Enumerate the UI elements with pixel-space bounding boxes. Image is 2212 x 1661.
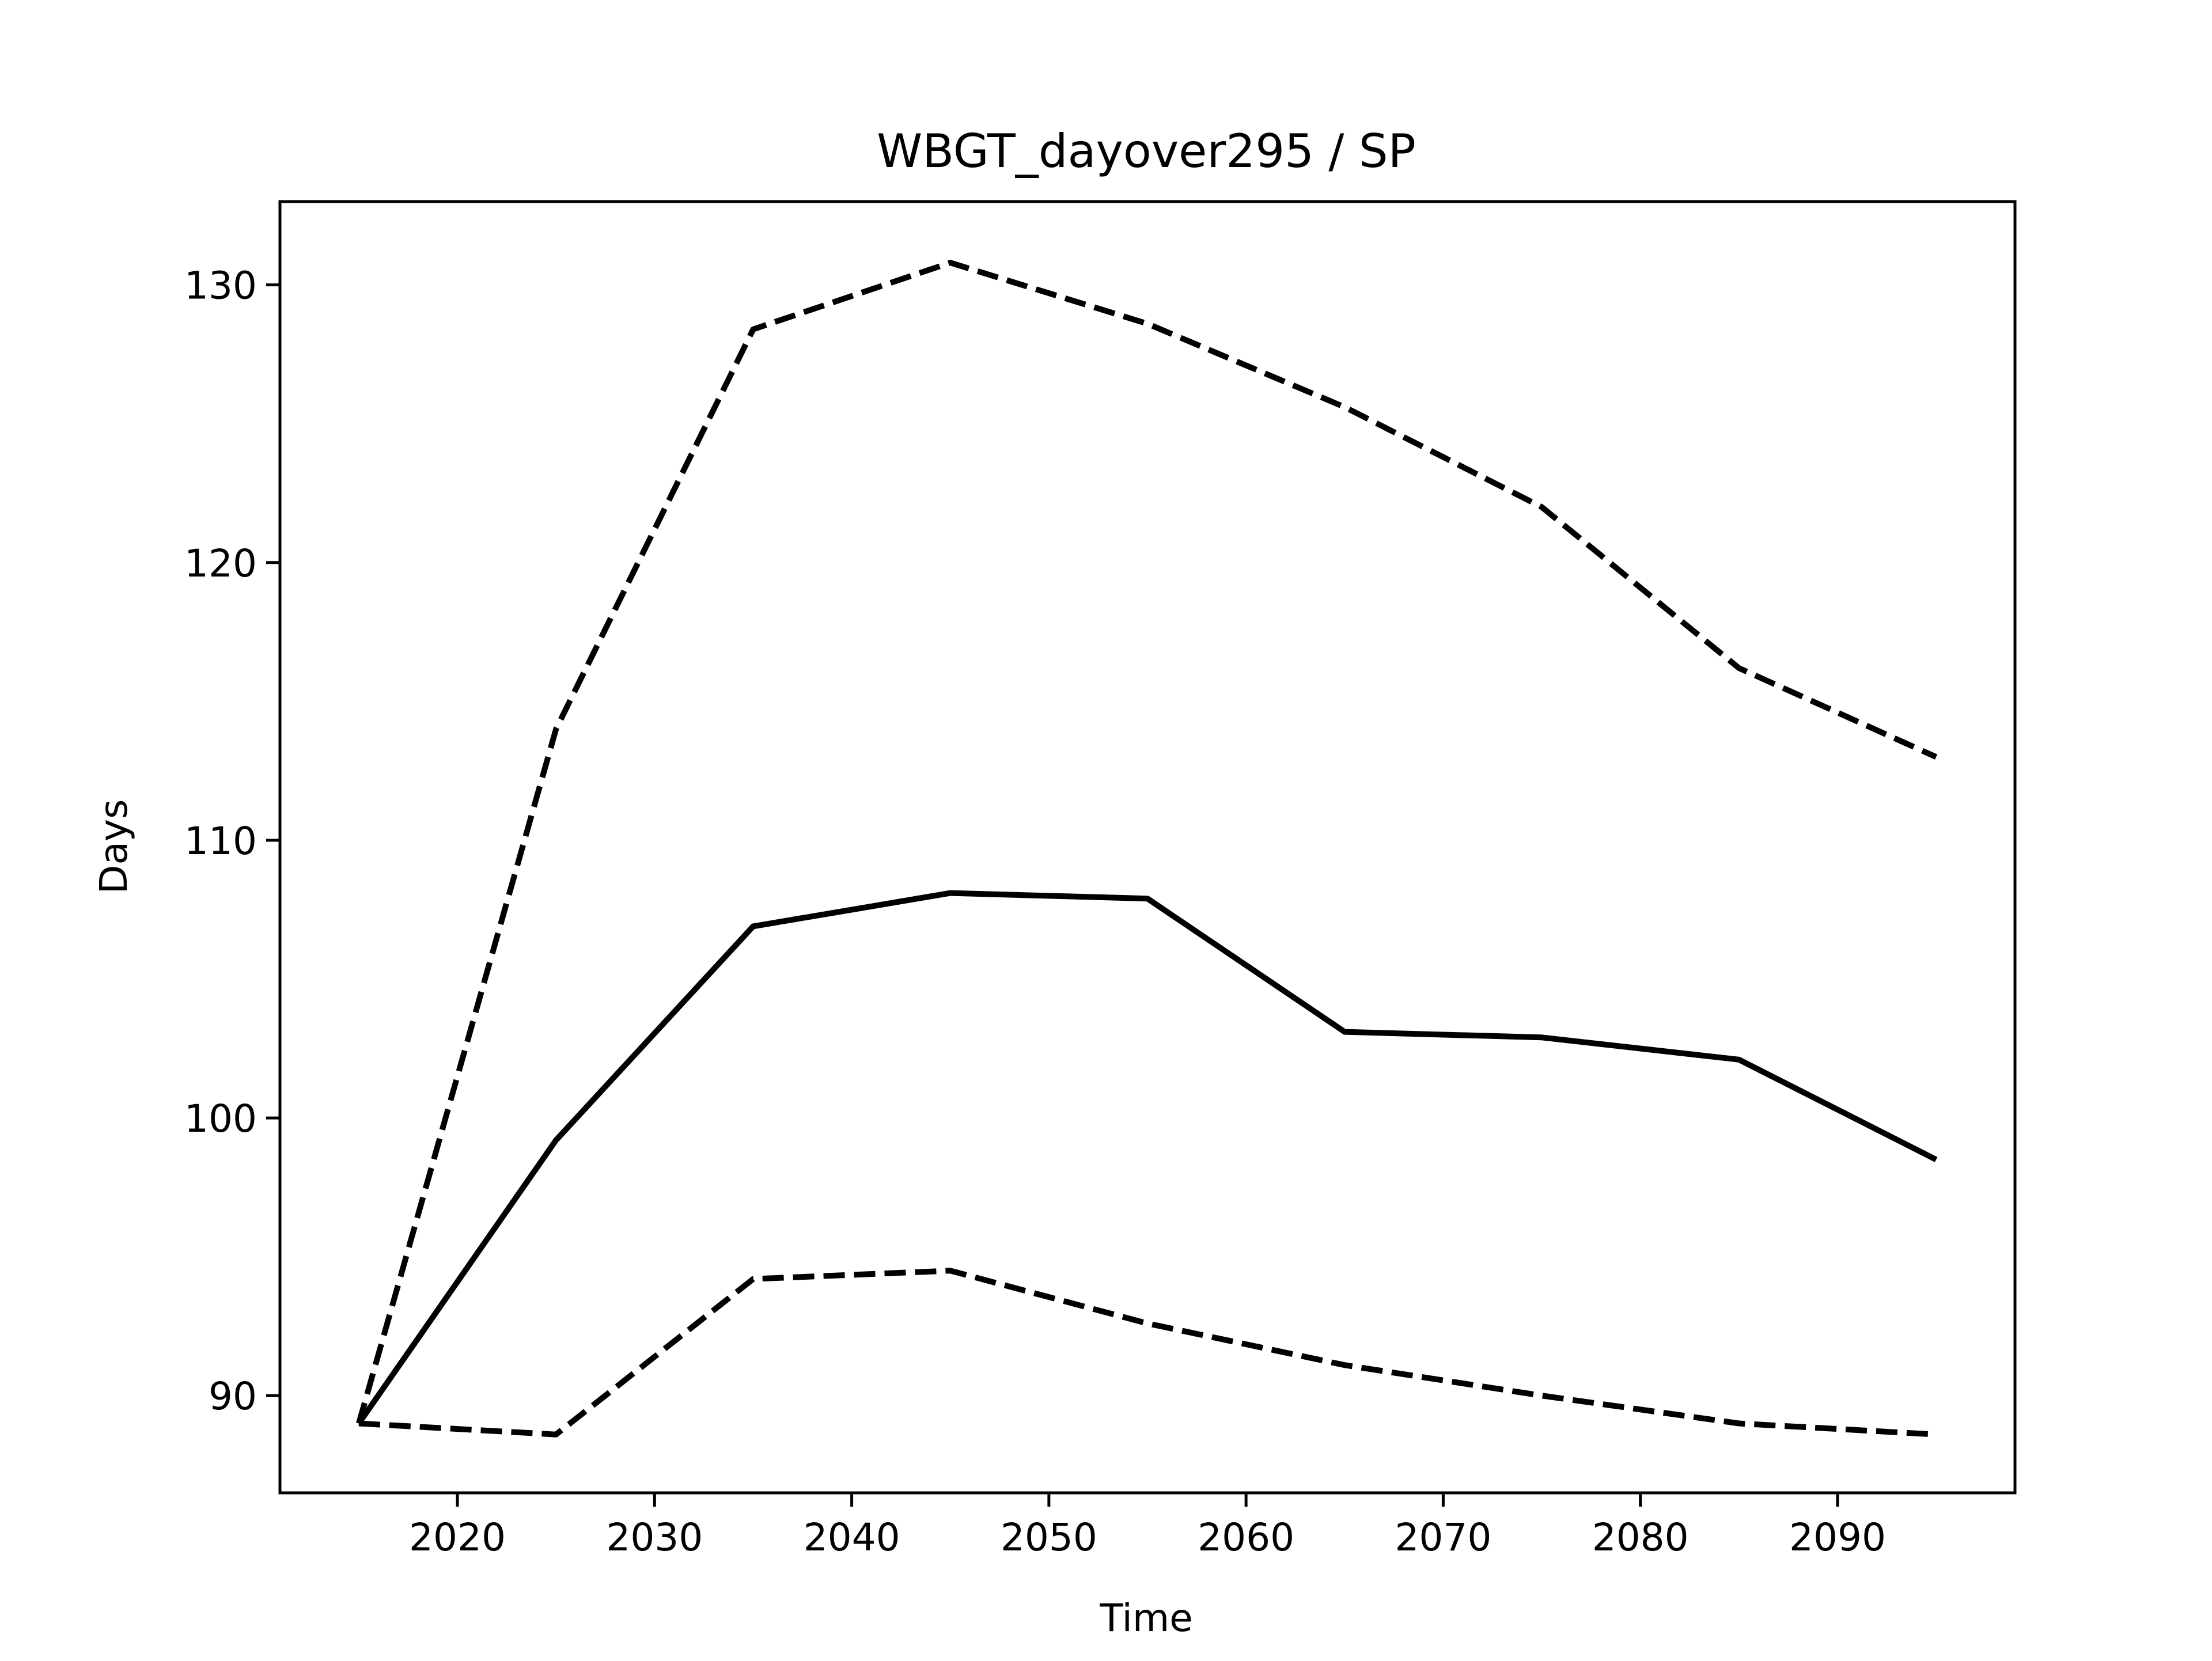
y-tick-label: 100 <box>184 1097 257 1141</box>
y-tick-label: 110 <box>184 819 257 863</box>
x-tick-label: 2070 <box>1395 1515 1491 1560</box>
y-tick-label: 120 <box>184 541 257 586</box>
y-tick-label: 90 <box>209 1374 257 1419</box>
x-tick-label: 2020 <box>409 1515 506 1560</box>
x-axis-label: Time <box>1099 1596 1193 1640</box>
y-tick-label: 130 <box>184 264 257 308</box>
x-tick-label: 2030 <box>606 1515 703 1560</box>
chart-title: WBGT_dayover295 / SP <box>877 124 1416 178</box>
series-line-2 <box>356 260 1938 1424</box>
x-tick-label: 2080 <box>1592 1515 1689 1560</box>
x-tick-label: 2050 <box>1001 1515 1097 1560</box>
x-tick-label: 2090 <box>1789 1515 1886 1560</box>
series-line-3 <box>358 1268 1937 1438</box>
plot-area: 2020 2030 2040 2050 2060 2070 2080 2090 90 100 110… <box>184 200 2017 1560</box>
y-axis-label: Days <box>92 799 136 894</box>
series-line-1 <box>356 890 1938 1425</box>
x-tick-label: 2040 <box>804 1515 900 1560</box>
plot-frame <box>278 200 2017 1495</box>
x-tick-label: 2060 <box>1198 1515 1294 1560</box>
